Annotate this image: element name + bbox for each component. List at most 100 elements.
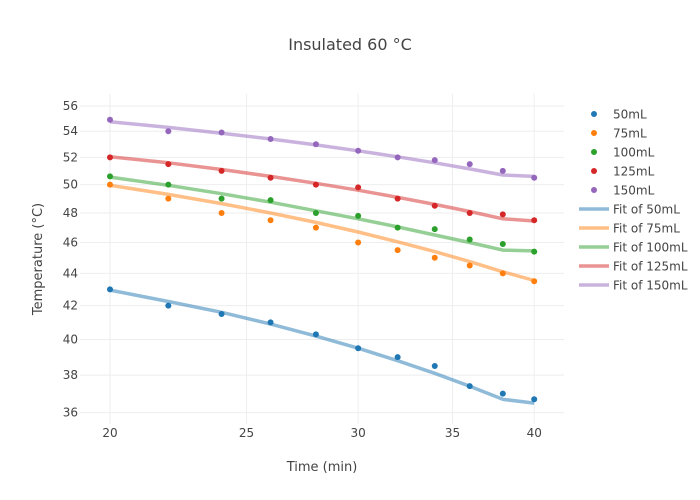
x-tick-label: 30 xyxy=(351,426,366,440)
data-point-50ml xyxy=(312,331,319,338)
data-point-125ml xyxy=(355,184,362,191)
legend-item-100ml[interactable]: 100mL xyxy=(591,146,655,160)
data-point-100ml xyxy=(394,224,401,231)
data-point-75ml xyxy=(394,247,401,254)
data-point-150ml xyxy=(355,147,362,154)
x-tick-label: 25 xyxy=(239,426,254,440)
legend[interactable]: 50mL 75mL 100mL 125mL 150mL Fit of 50mL Fit of… xyxy=(579,108,688,293)
data-point-125ml xyxy=(499,211,506,218)
data-point-150ml xyxy=(267,135,274,142)
data-point-75ml xyxy=(531,278,538,285)
legend-label: Fit of 75mL xyxy=(613,222,680,236)
data-point-150ml xyxy=(499,167,506,174)
data-point-100ml xyxy=(499,241,506,248)
data-points xyxy=(107,116,538,403)
y-tick-label: 46 xyxy=(63,236,78,250)
legend-item-fit-of-75ml[interactable]: Fit of 75mL xyxy=(579,222,680,236)
y-tick-label: 40 xyxy=(63,333,78,347)
legend-item-75ml[interactable]: 75mL xyxy=(591,127,647,141)
data-point-150ml xyxy=(165,128,172,135)
data-point-50ml xyxy=(355,345,362,352)
legend-label: 100mL xyxy=(613,146,655,160)
y-tick-labels: 36 38 40 42 44 46 48 50 52 54 56 xyxy=(63,99,78,420)
x-tick-labels: 20 25 30 35 40 xyxy=(102,426,541,440)
legend-item-fit-of-100ml[interactable]: Fit of 100mL xyxy=(579,241,688,255)
fit-line-fit-of-150ml xyxy=(109,119,535,179)
data-point-75ml xyxy=(355,239,362,246)
chart-title: Insulated 60 °C xyxy=(288,35,412,54)
legend-label: Fit of 50mL xyxy=(613,203,680,217)
data-point-50ml xyxy=(531,396,538,403)
y-tick-label: 48 xyxy=(63,206,78,220)
legend-label: 150mL xyxy=(613,184,655,198)
data-point-125ml xyxy=(267,174,274,181)
data-point-50ml xyxy=(394,354,401,361)
data-point-100ml xyxy=(267,197,274,204)
data-point-100ml xyxy=(431,226,438,233)
data-point-100ml xyxy=(107,173,113,180)
data-point-150ml xyxy=(431,157,438,164)
data-point-150ml xyxy=(466,161,473,168)
data-point-100ml xyxy=(355,212,362,219)
y-tick-label: 44 xyxy=(63,266,78,280)
y-tick-label: 42 xyxy=(63,299,78,313)
data-point-100ml xyxy=(531,248,538,255)
data-point-125ml xyxy=(431,202,438,209)
data-point-100ml xyxy=(312,209,319,216)
data-point-150ml xyxy=(312,141,319,148)
data-point-50ml xyxy=(107,286,113,293)
data-point-75ml xyxy=(218,209,225,216)
y-axis-title: Temperature (°C) xyxy=(31,203,46,316)
y-tick-label: 52 xyxy=(63,150,78,164)
data-point-150ml xyxy=(107,116,113,123)
legend-item-fit-of-50ml[interactable]: Fit of 50mL xyxy=(579,203,680,217)
data-point-100ml xyxy=(218,195,225,202)
data-point-75ml xyxy=(431,254,438,261)
y-tick-label: 56 xyxy=(63,99,78,113)
data-point-100ml xyxy=(165,181,172,188)
legend-label: 75mL xyxy=(613,127,647,141)
y-tick-label: 50 xyxy=(63,178,78,192)
legend-label: Fit of 150mL xyxy=(613,279,688,293)
data-point-150ml xyxy=(218,129,225,136)
data-point-150ml xyxy=(531,174,538,181)
data-point-50ml xyxy=(499,390,506,397)
legend-item-fit-of-150ml[interactable]: Fit of 150mL xyxy=(579,279,688,293)
data-point-125ml xyxy=(165,161,172,168)
data-point-125ml xyxy=(312,181,319,188)
legend-item-fit-of-125ml[interactable]: Fit of 125mL xyxy=(579,260,688,274)
data-point-75ml xyxy=(466,262,473,269)
data-point-125ml xyxy=(218,167,225,174)
legend-label: Fit of 125mL xyxy=(613,260,688,274)
data-point-125ml xyxy=(107,154,113,161)
data-point-50ml xyxy=(466,383,473,390)
data-point-50ml xyxy=(218,310,225,317)
y-tick-label: 38 xyxy=(63,368,78,382)
data-point-75ml xyxy=(312,224,319,231)
data-point-125ml xyxy=(466,209,473,216)
y-tick-label: 36 xyxy=(63,406,78,420)
data-point-50ml xyxy=(267,319,274,326)
legend-marker-icon xyxy=(591,111,597,117)
data-point-75ml xyxy=(107,181,113,188)
grid xyxy=(80,94,564,424)
data-point-50ml xyxy=(431,363,438,370)
data-point-75ml xyxy=(267,217,274,224)
x-axis-title: Time (min) xyxy=(286,460,358,475)
data-point-75ml xyxy=(499,270,506,277)
data-point-100ml xyxy=(466,236,473,243)
legend-label: 50mL xyxy=(613,108,647,122)
data-point-50ml xyxy=(165,302,172,309)
legend-item-125ml[interactable]: 125mL xyxy=(591,165,655,179)
legend-item-150ml[interactable]: 150mL xyxy=(591,184,655,198)
data-point-125ml xyxy=(531,217,538,224)
fit-line-fit-of-75ml xyxy=(109,183,535,283)
legend-item-50ml[interactable]: 50mL xyxy=(591,108,647,122)
x-tick-label: 40 xyxy=(527,426,542,440)
legend-marker-icon xyxy=(591,149,597,155)
legend-label: Fit of 100mL xyxy=(613,241,688,255)
data-point-125ml xyxy=(394,195,401,202)
x-tick-label: 35 xyxy=(445,426,460,440)
legend-marker-icon xyxy=(591,168,597,174)
